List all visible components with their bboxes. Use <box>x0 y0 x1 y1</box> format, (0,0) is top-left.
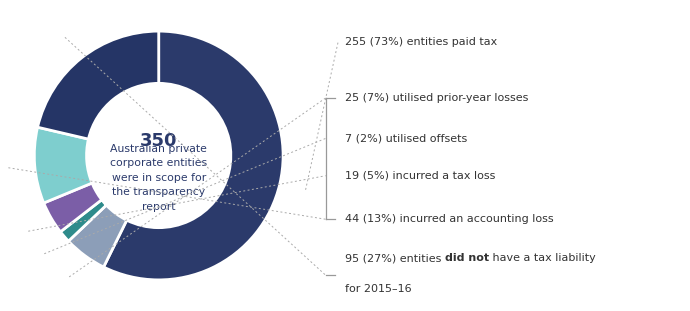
Text: did not: did not <box>445 253 489 263</box>
Text: 19 (5%) incurred a tax loss: 19 (5%) incurred a tax loss <box>345 171 495 181</box>
Wedge shape <box>43 183 101 232</box>
Wedge shape <box>61 200 106 241</box>
Text: for 2015–16: for 2015–16 <box>345 284 412 294</box>
Text: 44 (13%) incurred an accounting loss: 44 (13%) incurred an accounting loss <box>345 214 553 224</box>
Wedge shape <box>37 31 159 139</box>
Text: have a tax liability: have a tax liability <box>489 253 595 263</box>
Text: 25 (7%) utilised prior-year losses: 25 (7%) utilised prior-year losses <box>345 93 529 103</box>
Wedge shape <box>68 205 127 267</box>
Wedge shape <box>34 127 92 203</box>
Text: 7 (2%) utilised offsets: 7 (2%) utilised offsets <box>345 133 467 143</box>
Text: 255 (73%) entities paid tax: 255 (73%) entities paid tax <box>345 37 497 47</box>
Text: Australian private
corporate entities
were in scope for
the transparency
report: Australian private corporate entities we… <box>110 144 207 212</box>
Text: 350: 350 <box>140 132 177 150</box>
Text: 95 (27%) entities: 95 (27%) entities <box>345 253 445 263</box>
Wedge shape <box>104 31 283 280</box>
